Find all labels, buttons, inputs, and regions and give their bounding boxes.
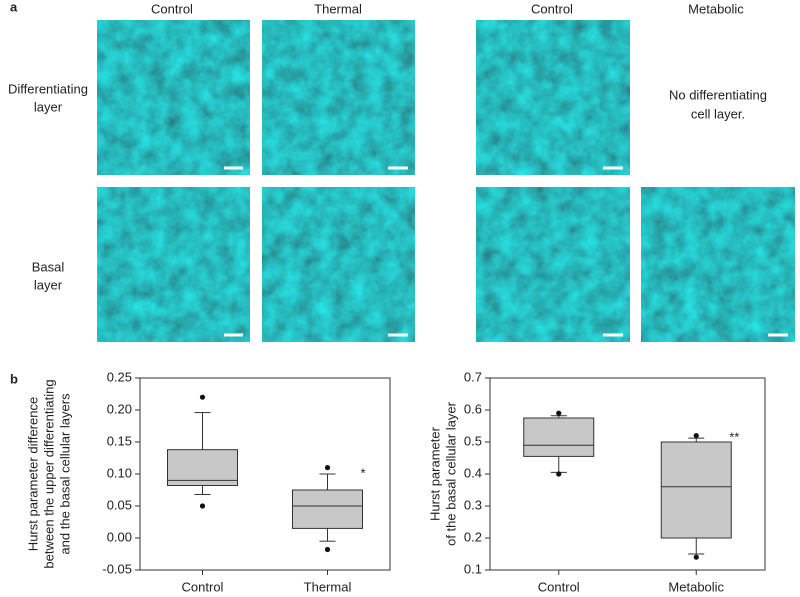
row-label: Basal <box>32 259 65 274</box>
column-header: Control <box>151 1 193 16</box>
panel-label: a <box>10 0 18 14</box>
y-axis-label: Hurst parameter difference <box>25 397 40 551</box>
y-axis-label: Hurst parameter <box>427 426 442 521</box>
y-tick-label: -0.05 <box>102 561 132 576</box>
y-axis-label: and the basal cellular layers <box>57 393 72 555</box>
y-tick-label: 0.5 <box>464 433 482 448</box>
outlier <box>324 546 331 553</box>
box <box>292 489 363 529</box>
y-tick-label: 0.00 <box>107 529 132 544</box>
panel-label: b <box>10 371 18 386</box>
outlier <box>693 554 699 560</box>
x-tick-label: Metabolic <box>668 579 724 594</box>
micrograph <box>641 187 795 342</box>
micrographs <box>97 20 795 342</box>
y-tick-label: 0.2 <box>464 529 482 544</box>
outlier <box>556 471 562 477</box>
outlier <box>693 433 699 439</box>
box <box>523 417 595 457</box>
outlier <box>199 394 206 400</box>
micrograph <box>476 187 630 342</box>
outlier <box>324 465 331 471</box>
y-axis-label: between the upper differentiating <box>41 379 56 568</box>
y-tick-label: 0.6 <box>464 401 482 416</box>
y-tick-label: 0.15 <box>107 433 132 448</box>
y-tick-label: 0.7 <box>464 369 482 384</box>
note: cell layer. <box>691 106 745 121</box>
box <box>167 449 238 487</box>
column-header: Metabolic <box>688 1 744 16</box>
column-header: Control <box>531 1 573 16</box>
y-tick-label: 0.4 <box>464 465 482 480</box>
micrograph <box>476 20 630 175</box>
y-tick-label: 0.20 <box>107 401 132 416</box>
outlier <box>556 410 562 416</box>
x-tick-label: Thermal <box>304 579 352 594</box>
y-tick-label: 0.05 <box>107 497 132 512</box>
micrograph <box>262 187 415 342</box>
micrograph <box>97 187 250 342</box>
note: No differentiating <box>669 87 767 102</box>
row-label: Differentiating <box>8 81 88 96</box>
significance: * <box>361 465 366 480</box>
micrograph <box>97 20 250 175</box>
outlier <box>199 503 206 509</box>
y-tick-label: 0.10 <box>107 465 132 480</box>
box <box>660 441 732 539</box>
significance: ** <box>729 430 739 445</box>
row-label: layer <box>34 277 63 292</box>
scale-bars <box>224 166 788 337</box>
y-axis-label: of the basal cellular layer <box>443 401 458 545</box>
y-tick-label: 0.1 <box>464 561 482 576</box>
column-header: Thermal <box>314 1 362 16</box>
y-tick-label: 0.25 <box>107 369 132 384</box>
y-tick-label: 0.3 <box>464 497 482 512</box>
row-label: layer <box>34 99 63 114</box>
micrograph <box>262 20 415 175</box>
x-tick-label: Control <box>538 579 580 594</box>
x-tick-label: Control <box>182 579 224 594</box>
